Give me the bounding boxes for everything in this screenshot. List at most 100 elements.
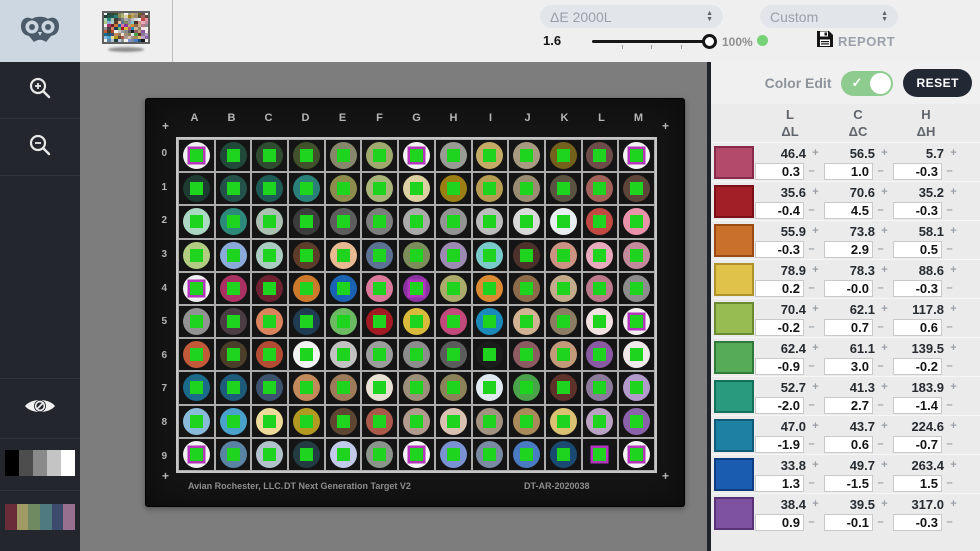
target-patch-F0[interactable] <box>361 139 399 173</box>
target-patch-D8[interactable] <box>288 404 325 438</box>
target-patch-E7[interactable] <box>324 371 362 405</box>
color-strip[interactable] <box>5 504 76 530</box>
target-patch-A8[interactable] <box>178 404 215 438</box>
delta-dh-input[interactable]: -1.4 <box>893 396 942 414</box>
decrement-button[interactable]: – <box>946 204 953 216</box>
target-patch-C5[interactable] <box>251 305 289 339</box>
target-patch-E4[interactable] <box>324 271 362 305</box>
target-patch-B2[interactable] <box>214 205 252 239</box>
increment-button[interactable]: + <box>881 342 888 354</box>
target-patch-L3[interactable] <box>581 238 619 272</box>
target-patch-B5[interactable] <box>214 305 252 339</box>
target-patch-F9[interactable] <box>361 437 399 471</box>
target-patch-J2[interactable] <box>508 205 545 239</box>
decrement-button[interactable]: – <box>808 477 815 489</box>
delta-dc-input[interactable]: 0.7 <box>824 318 873 336</box>
delta-dl-input[interactable]: 0.2 <box>755 279 804 297</box>
increment-button[interactable]: + <box>950 303 957 315</box>
target-patch-F1[interactable] <box>361 172 399 206</box>
target-patch-F5[interactable] <box>361 305 399 339</box>
color-swatch[interactable] <box>714 184 754 218</box>
decrement-button[interactable]: – <box>808 165 815 177</box>
decrement-button[interactable]: – <box>877 438 884 450</box>
target-patch-F4[interactable] <box>361 271 399 305</box>
delta-dh-input[interactable]: 0.5 <box>893 240 942 258</box>
decrement-button[interactable]: – <box>877 321 884 333</box>
delta-dc-input[interactable]: -1.5 <box>824 474 873 492</box>
delta-dh-input[interactable]: -0.2 <box>893 357 942 375</box>
target-patch-G3[interactable] <box>398 238 435 272</box>
target-patch-J9[interactable] <box>508 437 545 471</box>
increment-button[interactable]: + <box>812 420 819 432</box>
increment-button[interactable]: + <box>950 225 957 237</box>
save-report-icon[interactable] <box>816 30 834 53</box>
decrement-button[interactable]: – <box>808 399 815 411</box>
color-edit-toggle[interactable]: ✓ <box>841 70 894 96</box>
increment-button[interactable]: + <box>812 342 819 354</box>
delta-dh-input[interactable]: -0.3 <box>893 201 942 219</box>
delta-dl-input[interactable]: 1.3 <box>755 474 804 492</box>
target-patch-H6[interactable] <box>434 338 472 372</box>
target-patch-I7[interactable] <box>471 371 509 405</box>
target-patch-K6[interactable] <box>544 338 582 372</box>
target-patch-D1[interactable] <box>288 172 325 206</box>
visibility-toggle-button[interactable] <box>0 379 80 437</box>
decrement-button[interactable]: – <box>877 477 884 489</box>
target-patch-C2[interactable] <box>251 205 289 239</box>
target-patch-I3[interactable] <box>471 238 509 272</box>
target-patch-L4[interactable] <box>581 271 619 305</box>
increment-button[interactable]: + <box>881 381 888 393</box>
target-patch-J7[interactable] <box>508 371 545 405</box>
delta-dh-input[interactable]: -0.3 <box>893 279 942 297</box>
delta-dl-input[interactable]: -0.3 <box>755 240 804 258</box>
color-strip-patch[interactable] <box>5 504 17 530</box>
target-patch-I6[interactable] <box>471 338 509 372</box>
target-patch-D4[interactable] <box>288 271 325 305</box>
target-patch-D9[interactable] <box>288 437 325 471</box>
delta-dh-input[interactable]: -0.7 <box>893 435 942 453</box>
decrement-button[interactable]: – <box>808 204 815 216</box>
target-patch-D6[interactable] <box>288 338 325 372</box>
target-patch-M4[interactable] <box>618 271 655 305</box>
target-patch-H5[interactable] <box>434 305 472 339</box>
delta-dh-input[interactable]: -0.3 <box>893 162 942 180</box>
delta-dc-input[interactable]: 4.5 <box>824 201 873 219</box>
target-patch-A7[interactable] <box>178 371 215 405</box>
target-patch-D3[interactable] <box>288 238 325 272</box>
target-patch-M9[interactable] <box>618 437 655 471</box>
delta-e-metric-dropdown[interactable]: ΔE 2000L ▲ ▼ <box>540 5 723 28</box>
target-patch-C7[interactable] <box>251 371 289 405</box>
target-patch-H3[interactable] <box>434 238 472 272</box>
color-swatch[interactable] <box>714 418 754 452</box>
preset-dropdown[interactable]: Custom ▲ ▼ <box>760 5 898 28</box>
increment-button[interactable]: + <box>950 498 957 510</box>
target-patch-A0[interactable] <box>178 139 215 173</box>
target-patch-B9[interactable] <box>214 437 252 471</box>
target-patch-A4[interactable] <box>178 271 215 305</box>
color-strip-patch[interactable] <box>51 504 64 530</box>
increment-button[interactable]: + <box>812 381 819 393</box>
target-patch-K3[interactable] <box>544 238 582 272</box>
target-patch-H2[interactable] <box>434 205 472 239</box>
target-patch-B1[interactable] <box>214 172 252 206</box>
zoom-out-button[interactable] <box>0 119 80 175</box>
decrement-button[interactable]: – <box>808 321 815 333</box>
increment-button[interactable]: + <box>812 186 819 198</box>
target-patch-I5[interactable] <box>471 305 509 339</box>
increment-button[interactable]: + <box>812 498 819 510</box>
grayscale-patch[interactable] <box>19 450 33 476</box>
target-patch-H9[interactable] <box>434 437 472 471</box>
image-canvas[interactable]: A B C D E F G H I J K L M 0 1 2 3 4 5 6 7 8 9 + + + + Avian R… <box>80 62 707 551</box>
target-patch-D0[interactable] <box>288 139 325 173</box>
app-logo-tab[interactable] <box>0 0 80 62</box>
target-patch-E9[interactable] <box>324 437 362 471</box>
image-thumbnail-tab[interactable] <box>80 0 173 62</box>
target-patch-G2[interactable] <box>398 205 435 239</box>
increment-button[interactable]: + <box>950 381 957 393</box>
target-patch-J3[interactable] <box>508 238 545 272</box>
target-patch-C8[interactable] <box>251 404 289 438</box>
target-patch-L1[interactable] <box>581 172 619 206</box>
decrement-button[interactable]: – <box>877 516 884 528</box>
target-patch-M2[interactable] <box>618 205 655 239</box>
delta-dh-input[interactable]: 1.5 <box>893 474 942 492</box>
